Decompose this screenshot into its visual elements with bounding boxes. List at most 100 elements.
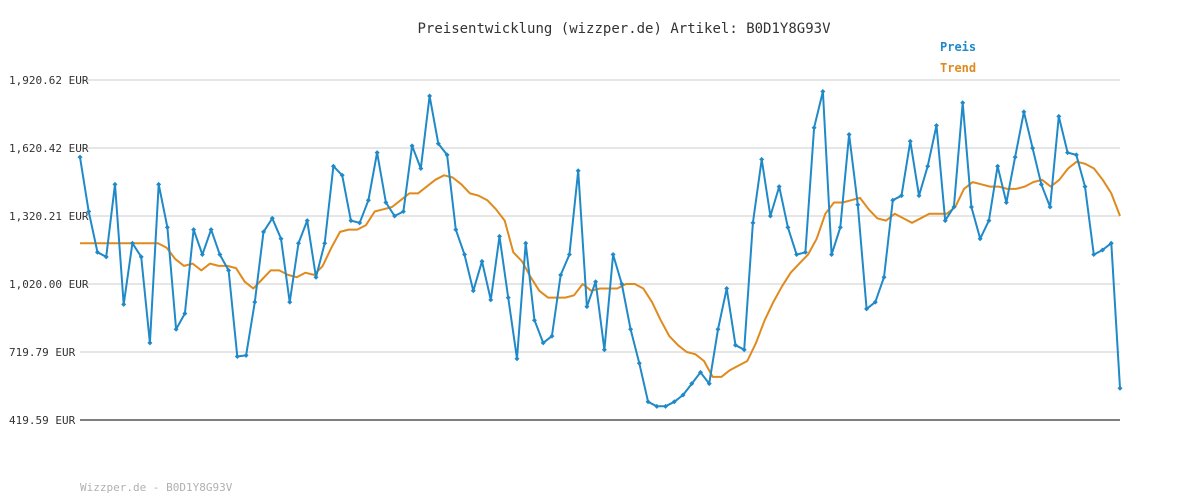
preis-point [278, 236, 284, 242]
preis-point [864, 306, 870, 312]
preis-point [1108, 240, 1114, 246]
y-tick-label: 1,620.42 EUR [9, 142, 89, 155]
preis-point [173, 326, 179, 332]
preis-point [488, 297, 494, 303]
preis-point [619, 281, 625, 287]
preis-point [313, 274, 319, 280]
preis-point [680, 392, 686, 398]
preis-point [933, 122, 939, 128]
preis-point [182, 310, 188, 316]
preis-point [706, 381, 712, 387]
preis-point [1021, 109, 1027, 115]
preis-point [846, 132, 852, 138]
preis-point [899, 193, 905, 199]
preis-point [820, 88, 826, 94]
preis-point [951, 204, 957, 210]
y-tick-labels: 1,920.62 EUR 1,620.42 EUR 1,320.21 EUR 1,02… [9, 74, 89, 427]
preis-point [392, 213, 398, 219]
preis-point [147, 340, 153, 346]
preis-point [663, 403, 669, 409]
preis-point [374, 150, 380, 156]
preis-point [86, 209, 92, 215]
preis-point [715, 326, 721, 332]
preis-point [112, 181, 118, 187]
preis-point [907, 138, 913, 144]
preis-point [269, 215, 275, 221]
y-tick-label: 1,020.00 EUR [9, 278, 89, 291]
preis-point [977, 236, 983, 242]
preis-point [575, 168, 581, 174]
preis-point [514, 356, 520, 362]
preis-point [357, 220, 363, 226]
preis-point [566, 252, 572, 258]
preis-point [191, 227, 197, 233]
preis-point [234, 353, 240, 359]
preis-line [79, 90, 1121, 408]
preis-point [1012, 154, 1018, 160]
preis-point [348, 218, 354, 224]
preis-point [916, 193, 922, 199]
preis-point [243, 352, 249, 358]
trend-line [80, 160, 1121, 378]
preis-point [470, 288, 476, 294]
y-tick-label: 419.59 EUR [9, 414, 76, 427]
preis-point [287, 299, 293, 305]
preis-point [208, 227, 214, 233]
preis-point [199, 252, 205, 258]
preis-point [1100, 247, 1106, 253]
preis-point [121, 301, 127, 307]
preis-point [785, 224, 791, 230]
preis-point [645, 399, 651, 405]
legend-trend: Trend [940, 61, 976, 75]
preis-point [409, 143, 415, 149]
preis-point [435, 141, 441, 147]
preis-point [750, 220, 756, 226]
preis-point [365, 197, 371, 203]
preis-point [767, 213, 773, 219]
preis-point [759, 156, 765, 162]
preis-point [1003, 199, 1009, 205]
preis-point [636, 360, 642, 366]
preis-point [960, 100, 966, 106]
preis-point [1030, 145, 1036, 151]
preis-point [77, 154, 83, 160]
preis-point [383, 199, 389, 205]
preis-point [549, 333, 555, 339]
preis-point [1091, 252, 1097, 258]
preis-point [295, 240, 301, 246]
preis-point [829, 252, 835, 258]
preis-point [523, 240, 529, 246]
preis-point [1056, 113, 1062, 119]
y-tick-label: 1,920.62 EUR [9, 74, 89, 87]
preis-point [881, 274, 887, 280]
preis-point [1082, 184, 1088, 190]
footer-text: Wizzper.de - B0D1Y8G93V [80, 481, 233, 494]
preis-point [741, 347, 747, 353]
preis-point [444, 152, 450, 158]
preis-point [129, 240, 135, 246]
preis-point [418, 165, 424, 171]
preis-point [837, 224, 843, 230]
y-tick-label: 1,320.21 EUR [9, 210, 89, 223]
preis-point [322, 240, 328, 246]
preis-point [1065, 150, 1071, 156]
preis-point [226, 267, 232, 273]
preis-point [164, 224, 170, 230]
preis-point [156, 181, 162, 187]
y-tick-label: 719.79 EUR [9, 346, 76, 359]
preis-point [610, 252, 616, 258]
preis-point [593, 279, 599, 285]
preis-point [689, 381, 695, 387]
preis-point [1038, 181, 1044, 187]
preis-point [1073, 152, 1079, 158]
preis-point [540, 340, 546, 346]
preis-point [872, 299, 878, 305]
preis-point [427, 93, 433, 99]
preis-point [496, 233, 502, 239]
legend-preis: Preis [940, 40, 976, 54]
preis-point [217, 252, 223, 258]
preis-point [479, 258, 485, 264]
preis-point [558, 272, 564, 278]
preis-point [654, 403, 660, 409]
